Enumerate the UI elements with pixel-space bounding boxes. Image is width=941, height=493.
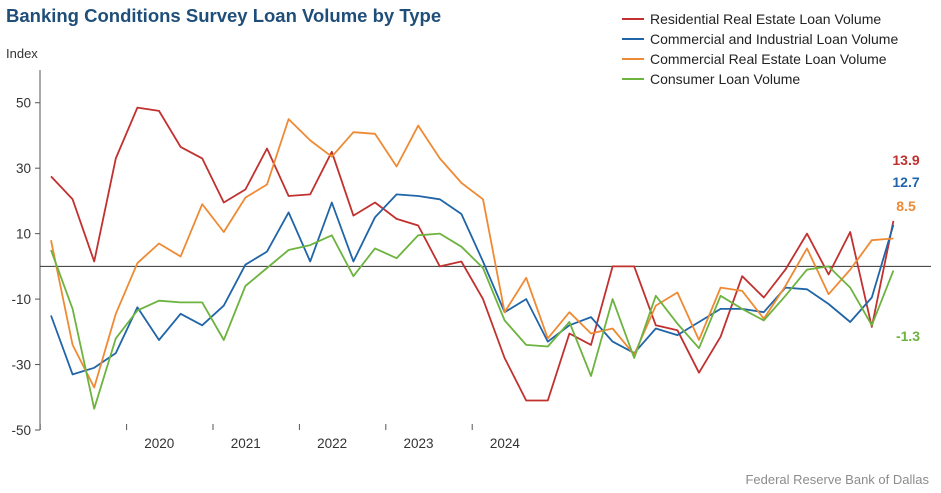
- y-tick-label: 30: [16, 161, 31, 176]
- x-tick-label: 2020: [144, 436, 174, 451]
- legend: Residential Real Estate Loan Volume Comme…: [622, 9, 898, 89]
- end-label-1: 13.9: [892, 152, 919, 168]
- x-tick-label: 2022: [317, 436, 347, 451]
- legend-swatch: [622, 58, 644, 60]
- legend-item-4: Consumer Loan Volume: [622, 69, 898, 89]
- x-tick-label: 2024: [490, 436, 521, 451]
- series-line-1: [50, 106, 895, 402]
- y-tick-label: 10: [16, 227, 31, 242]
- series-line-3: [50, 118, 894, 389]
- end-label-3: 8.5: [896, 198, 916, 214]
- legend-swatch: [622, 38, 644, 40]
- legend-label: Residential Real Estate Loan Volume: [650, 11, 882, 27]
- y-tick-label: -30: [11, 358, 31, 373]
- end-label-2: 12.7: [892, 174, 919, 190]
- legend-label: Commercial and Industrial Loan Volume: [650, 31, 899, 47]
- x-tick-label: 2023: [403, 436, 433, 451]
- source-note: Federal Reserve Bank of Dallas: [745, 472, 929, 487]
- y-tick-label: -50: [11, 423, 31, 438]
- legend-swatch: [622, 18, 644, 20]
- legend-item-3: Commercial Real Estate Loan Volume: [622, 49, 898, 69]
- end-label-4: -1.3: [896, 328, 920, 344]
- series-line-4: [50, 232, 895, 410]
- legend-swatch: [622, 78, 644, 80]
- legend-item-1: Residential Real Estate Loan Volume: [622, 9, 898, 29]
- y-tick-label: -10: [11, 292, 31, 307]
- legend-item-2: Commercial and Industrial Loan Volume: [622, 29, 898, 49]
- y-tick-label: 50: [16, 96, 31, 111]
- series-line-2: [50, 193, 895, 376]
- x-tick-label: 2021: [231, 436, 261, 451]
- legend-label: Consumer Loan Volume: [650, 71, 801, 87]
- y-axis-label: Index: [6, 46, 38, 61]
- chart-title: Banking Conditions Survey Loan Volume by…: [6, 5, 442, 26]
- legend-label: Commercial Real Estate Loan Volume: [650, 51, 887, 67]
